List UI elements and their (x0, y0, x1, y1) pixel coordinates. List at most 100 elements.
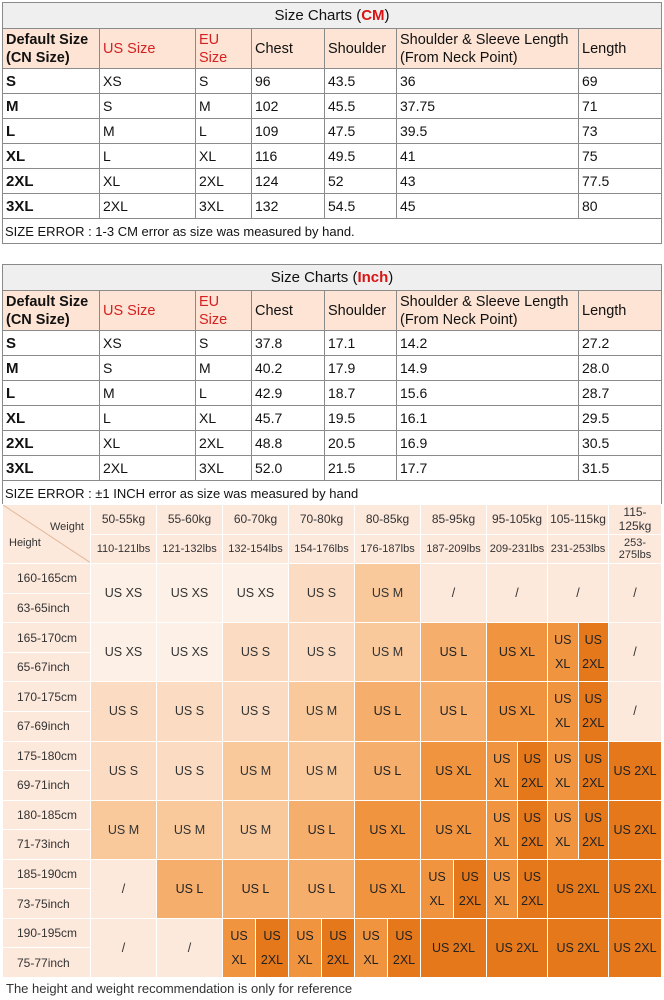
table-cell: 54.5 (324, 193, 397, 219)
weight-lbs-header: 209-231lbs (486, 533, 548, 565)
size-recommendation: US XL (420, 799, 487, 860)
table-row: M S M 102 45.5 37.75 71 (2, 93, 663, 119)
height-cm-label: 165-170cm (2, 622, 91, 653)
weight-kg-header: 60-70kg (222, 504, 289, 535)
table-cell: 2XL (195, 430, 252, 456)
size-split-cell: US XL US 2XL (420, 858, 487, 919)
table-row: 2XL XL 2XL 124 52 43 77.5 (2, 168, 663, 194)
table-cell: 52.0 (251, 455, 325, 481)
table-cell: 52 (324, 168, 397, 194)
table-cell: 132 (251, 193, 325, 219)
size-recommendation: US L (354, 740, 421, 801)
table-cell: 3XL (195, 455, 252, 481)
table-cell: 3XL (2, 455, 100, 481)
size-recommendation: US XL (421, 860, 454, 918)
height-inch-label: 71-73inch (2, 829, 91, 860)
table-cell: 69 (577, 68, 663, 94)
height-inch-label: 69-71inch (2, 770, 91, 801)
size-recommendation: US XL (487, 860, 518, 918)
table-cell: XL (99, 168, 196, 194)
table-cell: XL (195, 405, 252, 431)
size-recommendation: / (420, 563, 487, 624)
cm-header-1: US Size (99, 28, 196, 69)
size-recommendation: US 2XL (608, 917, 662, 979)
table-cell: 45 (396, 193, 579, 219)
size-recommendation: / (90, 858, 157, 919)
table-cell: 15.6 (396, 380, 579, 406)
height-inch-label: 73-75inch (2, 888, 91, 919)
table-cell: 37.8 (251, 330, 325, 356)
size-recommendation: US M (288, 681, 355, 742)
table-cell: S (2, 330, 100, 356)
weight-height-corner: Weight Height (2, 503, 91, 565)
table-cell: 21.5 (324, 455, 397, 481)
table-cell: 3XL (195, 193, 252, 219)
weight-kg-header: 115-125kg (608, 504, 662, 535)
inch-header-3: Chest (251, 290, 325, 331)
table-cell: XS (99, 68, 196, 94)
table-cell: S (99, 355, 196, 381)
size-recommendation: US XL (420, 740, 487, 801)
size-recommendation: US 2XL (578, 682, 608, 740)
size-recommendation: US 2XL (608, 740, 662, 801)
cm-size-chart: Size Charts (CM) Default Size (CN Size) US… (1, 2, 663, 244)
height-weight-recommendation-table: Weight Height 50-55kg 55-60kg 60-70kg 70-80kg… (2, 503, 662, 979)
table-cell: S (99, 93, 196, 119)
size-recommendation: US XL (487, 801, 518, 859)
size-recommendation: US M (90, 799, 157, 860)
table-cell: 14.9 (396, 355, 579, 381)
table-cell: XL (2, 405, 100, 431)
table-row: L M L 109 47.5 39.5 73 (2, 118, 663, 144)
size-recommendation: US L (354, 681, 421, 742)
weight-kg-header: 50-55kg (90, 504, 157, 535)
weight-kg-header: 80-85kg (354, 504, 421, 535)
table-cell: 31.5 (577, 455, 663, 481)
size-recommendation: US XL (548, 742, 579, 800)
size-recommendation: US L (222, 858, 289, 919)
table-cell: 17.9 (324, 355, 397, 381)
size-recommendation: US S (90, 740, 157, 801)
table-cell: XL (99, 430, 196, 456)
size-recommendation: US XS (90, 563, 157, 624)
table-cell: M (2, 93, 100, 119)
inch-header-2: EU Size (195, 290, 252, 331)
height-inch-label: 63-65inch (2, 592, 91, 624)
cm-chart-title: Size Charts (CM) (1, 2, 663, 29)
table-cell: 2XL (2, 430, 100, 456)
table-cell: 2XL (195, 168, 252, 194)
size-split-cell: US XL US 2XL (486, 740, 548, 801)
height-label: Height (9, 537, 41, 550)
weight-kg-header: 105-115kg (547, 504, 609, 535)
size-recommendation: US M (222, 799, 289, 860)
weight-label: Weight (49, 521, 84, 533)
size-recommendation: US 2XL (547, 858, 609, 919)
height-cm-label: 160-165cm (2, 563, 91, 594)
height-row: 180-185cm US M US M US M US L US XL US XL US XL U… (2, 799, 662, 860)
height-cm-label: 175-180cm (2, 740, 91, 772)
height-row: 190-195cm / / US XL US 2XL US XL US 2XL US XL US 2XL US… (2, 917, 662, 979)
size-recommendation: US XS (222, 563, 289, 624)
size-split-cell: US XL US 2XL (547, 681, 609, 742)
size-recommendation: US 2XL (322, 919, 354, 977)
table-cell: 19.5 (324, 405, 397, 431)
size-recommendation: US M (156, 799, 223, 860)
table-cell: 2XL (2, 168, 100, 194)
table-cell: 80 (577, 193, 663, 219)
table-cell: 30.5 (577, 430, 663, 456)
inch-header-1: US Size (99, 290, 196, 331)
table-cell: 29.5 (577, 405, 663, 431)
table-row: S XS S 96 43.5 36 69 (2, 68, 663, 94)
size-split-cell: US XL US 2XL (547, 622, 609, 683)
inch-size-error-note: SIZE ERROR : ±1 INCH error as size was m… (1, 480, 663, 506)
table-cell: M (195, 93, 252, 119)
size-recommendation: US XL (223, 919, 256, 977)
size-recommendation: US XS (90, 622, 157, 683)
size-recommendation: / (608, 622, 662, 683)
table-cell: M (195, 355, 252, 381)
table-cell: 45.5 (324, 93, 397, 119)
size-recommendation: US XL (486, 622, 548, 683)
size-split-cell: US XL US 2XL (288, 917, 355, 979)
table-row: M S M 40.2 17.9 14.9 28.0 (2, 355, 663, 381)
size-split-cell: US XL US 2XL (547, 799, 609, 860)
size-recommendation: US XS (156, 622, 223, 683)
